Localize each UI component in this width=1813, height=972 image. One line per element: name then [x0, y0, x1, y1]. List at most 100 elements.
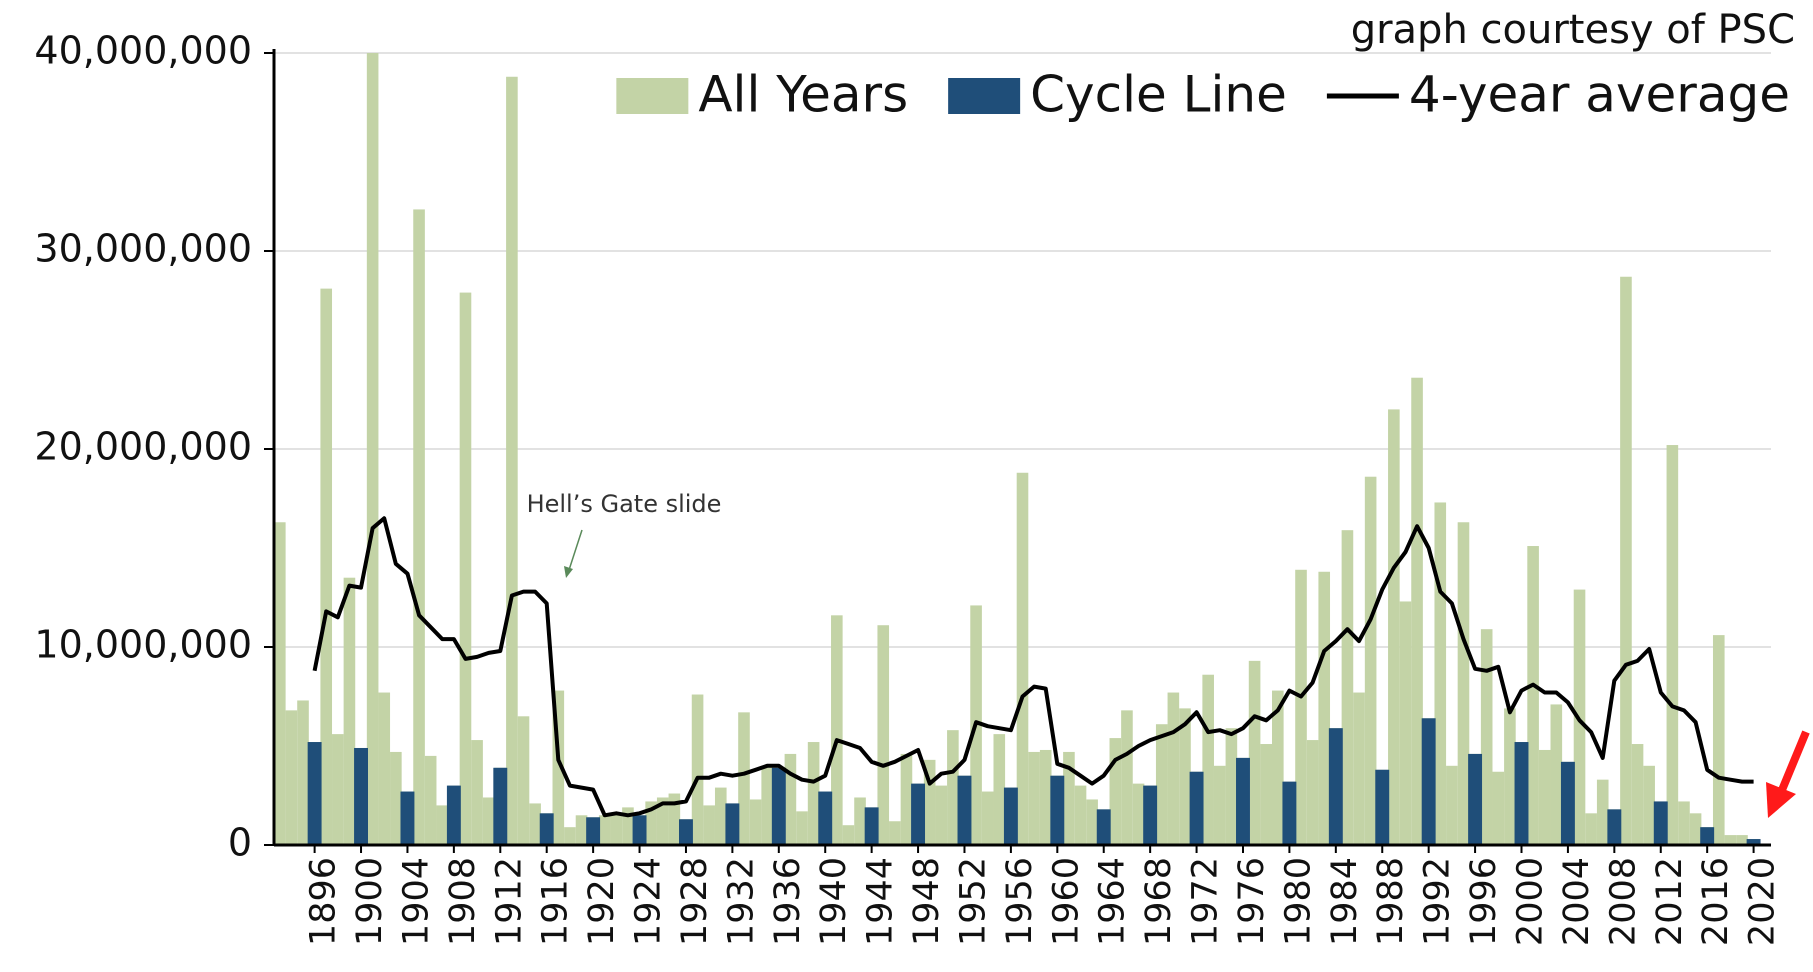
- bar: [1063, 751, 1075, 845]
- bar: [471, 740, 483, 845]
- bar: [586, 817, 601, 845]
- bar: [877, 625, 890, 845]
- x-tick-label: 1936: [768, 857, 808, 946]
- bar: [1236, 757, 1250, 845]
- bar: [493, 767, 508, 845]
- bar: [668, 793, 681, 845]
- bar: [771, 767, 786, 845]
- bar: [598, 815, 611, 845]
- source-note: graph courtesy of PSC: [1351, 7, 1795, 53]
- bar: [459, 292, 472, 846]
- bar: [1306, 740, 1319, 845]
- bar: [725, 803, 740, 845]
- bar: [911, 783, 926, 845]
- bar: [831, 615, 843, 845]
- bar: [1074, 785, 1087, 845]
- bar: [889, 821, 901, 845]
- legend: All Years Cycle Line 4-year average: [616, 66, 1790, 124]
- bar: [1538, 749, 1551, 845]
- bar: [1388, 409, 1400, 845]
- bar: [622, 807, 634, 845]
- bar: [1167, 692, 1180, 845]
- highlight-arrow: [1778, 730, 1810, 792]
- x-tick-label: 2020: [1743, 857, 1783, 946]
- annotation-arrowhead: [564, 566, 573, 578]
- lines: [312, 516, 1754, 818]
- x-tick-label: 2004: [1557, 857, 1597, 946]
- bar: [1468, 753, 1483, 845]
- bar: [1446, 765, 1458, 845]
- bar: [1700, 827, 1715, 845]
- bar: [285, 710, 298, 845]
- bar: [1295, 569, 1307, 845]
- y-tick-label: 30,000,000: [34, 227, 252, 271]
- bar: [1132, 783, 1145, 845]
- bar: [436, 805, 449, 845]
- bar: [1121, 710, 1133, 845]
- x-tick-label: 1920: [582, 857, 622, 946]
- x-tick-label: 1904: [396, 857, 436, 946]
- bar: [274, 522, 286, 845]
- bar: [864, 807, 879, 845]
- bar: [1328, 728, 1343, 845]
- x-tick-label: 1900: [350, 857, 390, 946]
- x-tick-label: 1928: [675, 857, 715, 946]
- bar: [332, 734, 344, 845]
- bar: [1399, 601, 1412, 845]
- bar: [564, 827, 576, 845]
- axes: 0 10,000,000 20,000,000 30,000,000 40,000,00…: [34, 29, 1782, 947]
- bar: [1109, 738, 1122, 845]
- legend-label: 4-year average: [1409, 66, 1790, 124]
- x-tick-label: 2012: [1650, 857, 1690, 946]
- bar: [1202, 674, 1214, 845]
- bar: [539, 813, 554, 845]
- bar: [749, 799, 762, 845]
- bar: [1096, 809, 1111, 845]
- bar: [1434, 502, 1447, 845]
- bar: [400, 791, 415, 845]
- bar: [413, 209, 425, 846]
- x-tick-label: 1916: [536, 857, 576, 946]
- bar: [506, 76, 518, 845]
- bar: [1189, 771, 1204, 845]
- bar: [1260, 744, 1272, 845]
- bar: [529, 803, 541, 845]
- bar: [714, 787, 727, 845]
- bar: [796, 811, 808, 845]
- bar: [1596, 779, 1609, 845]
- line: [312, 516, 1754, 818]
- bar: [679, 819, 693, 845]
- bar: [343, 577, 356, 845]
- bar: [1585, 813, 1597, 845]
- bar: [1003, 787, 1018, 845]
- bar: [842, 825, 855, 845]
- bar: [1678, 801, 1690, 845]
- bar: [1712, 635, 1725, 845]
- x-tick-label: 1932: [721, 857, 761, 946]
- bar: [1631, 744, 1644, 845]
- bar: [1504, 708, 1516, 845]
- bar: [1411, 377, 1423, 845]
- bar: [1653, 801, 1668, 845]
- bar: [366, 53, 379, 845]
- bar: [1364, 476, 1377, 845]
- bar: [1643, 765, 1655, 845]
- bar: [1736, 835, 1748, 845]
- bar: [981, 791, 994, 845]
- annotation-arrow: [568, 529, 583, 571]
- bar: [1318, 571, 1331, 845]
- x-tick-label: 1992: [1418, 857, 1458, 946]
- bar: [1225, 728, 1238, 845]
- bar: [632, 815, 647, 845]
- x-tick-label: 1940: [814, 857, 854, 946]
- bar: [1179, 708, 1191, 845]
- x-tick-label: 1980: [1278, 857, 1318, 946]
- legend-label: Cycle Line: [1030, 66, 1287, 124]
- bar: [1341, 530, 1354, 845]
- bar: [807, 742, 820, 845]
- bar: [1282, 781, 1297, 845]
- bar: [354, 747, 368, 845]
- bar: [1666, 445, 1679, 845]
- bar: [1620, 276, 1632, 845]
- x-tick-label: 1948: [907, 857, 947, 946]
